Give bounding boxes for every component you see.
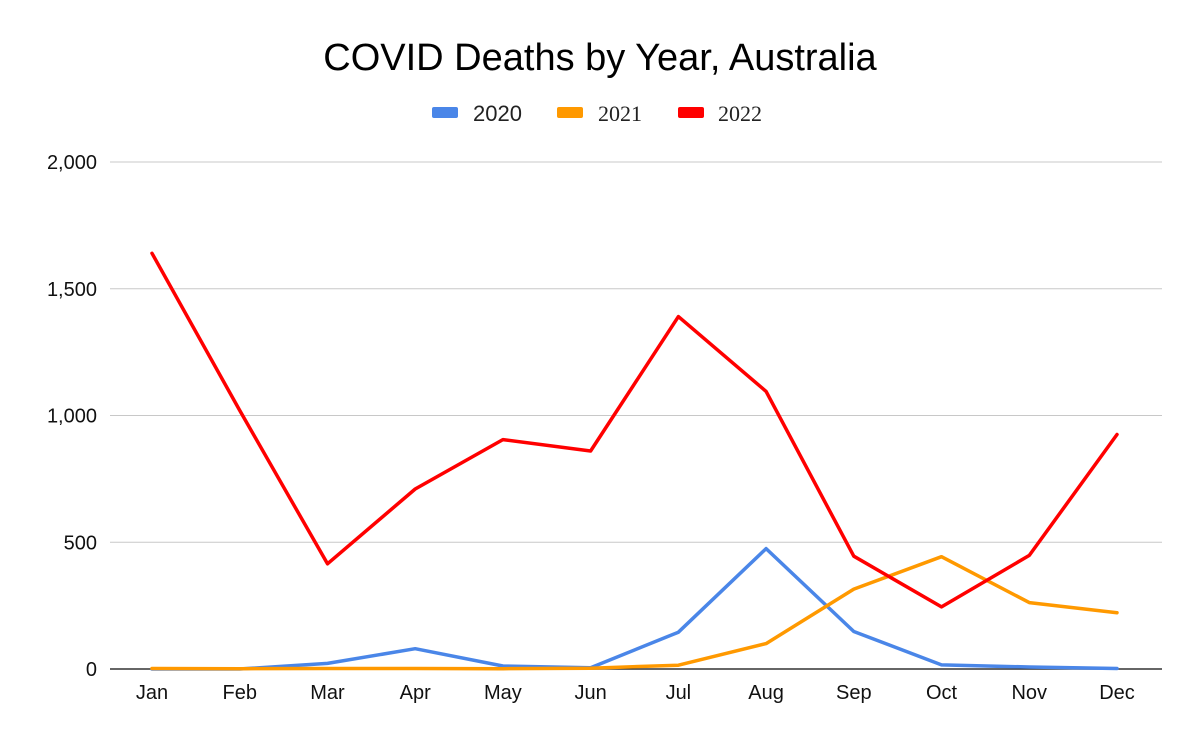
series-line-2021[interactable] xyxy=(150,554,1119,671)
legend-item-2022[interactable]: 2022 xyxy=(678,101,762,126)
series-line-2020[interactable] xyxy=(150,546,1119,671)
x-tick-label-jan: Jan xyxy=(136,682,168,704)
x-tick-label-sep: Sep xyxy=(836,682,872,704)
chart-title: COVID Deaths by Year, Australia xyxy=(323,37,877,79)
x-tick-label-oct: Oct xyxy=(926,682,958,704)
legend-swatch-2022 xyxy=(678,107,704,118)
legend-item-2020[interactable]: 2020 xyxy=(432,101,522,126)
legend-label-2020: 2020 xyxy=(473,101,522,126)
x-tick-label-may: May xyxy=(484,682,522,704)
gridlines xyxy=(110,161,1162,670)
y-tick-label: 2,000 xyxy=(47,152,97,174)
legend-swatch-2021 xyxy=(557,107,583,118)
legend-label-2021: 2021 xyxy=(598,101,642,126)
y-tick-label: 1,000 xyxy=(47,406,97,428)
x-tick-label-dec: Dec xyxy=(1099,682,1135,704)
x-tick-label-jun: Jun xyxy=(575,682,607,704)
legend-item-2021[interactable]: 2021 xyxy=(557,101,642,126)
legend: 2020 2021 2022 xyxy=(432,101,762,126)
x-tick-label-feb: Feb xyxy=(222,682,256,704)
y-axis-tick-labels: 0 500 1,000 1,500 2,000 xyxy=(47,152,97,681)
series-line-2022[interactable] xyxy=(150,251,1119,609)
x-tick-label-jul: Jul xyxy=(666,682,692,704)
y-tick-label: 0 xyxy=(86,659,97,681)
legend-label-2022: 2022 xyxy=(718,101,762,126)
y-tick-label: 500 xyxy=(64,532,97,554)
x-tick-label-nov: Nov xyxy=(1011,682,1047,704)
x-tick-label-aug: Aug xyxy=(748,682,784,704)
y-tick-label: 1,500 xyxy=(47,279,97,301)
x-axis-tick-labels: Jan Feb Mar Apr May Jun Jul Aug Sep Oct Nov Dec xyxy=(136,682,1135,704)
series-lines xyxy=(150,251,1119,671)
x-tick-label-apr: Apr xyxy=(400,682,431,704)
legend-swatch-2020 xyxy=(432,107,458,118)
x-tick-label-mar: Mar xyxy=(310,682,345,704)
